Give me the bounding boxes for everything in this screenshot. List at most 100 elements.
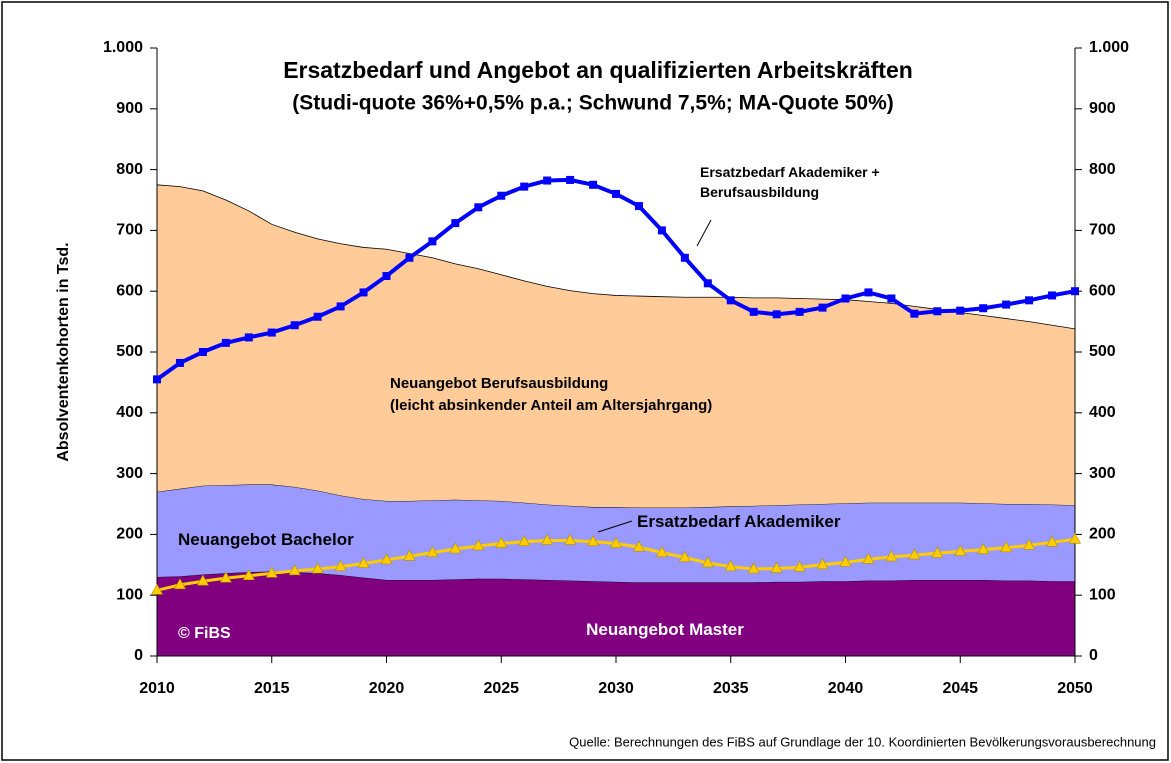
y2-tick-label: 0 bbox=[1089, 647, 1098, 664]
chart-subtitle: (Studi-quote 36%+0,5% p.a.; Schwund 7,5%… bbox=[292, 92, 894, 115]
x-tick-label: 2015 bbox=[254, 680, 290, 697]
marker bbox=[566, 175, 575, 184]
area-edge bbox=[156, 184, 1076, 330]
marker bbox=[311, 562, 324, 574]
y2-tick-label: 100 bbox=[1089, 586, 1116, 603]
marker bbox=[359, 288, 368, 297]
marker bbox=[979, 304, 988, 313]
marker bbox=[336, 302, 345, 311]
stacked-area bbox=[157, 571, 1075, 656]
x-tick-label: 2030 bbox=[598, 680, 634, 697]
y-tick-label: 600 bbox=[116, 282, 143, 299]
marker bbox=[678, 550, 691, 562]
marker bbox=[495, 536, 508, 548]
marker bbox=[587, 535, 600, 546]
y2-tick-label: 300 bbox=[1089, 465, 1116, 482]
marker bbox=[334, 560, 347, 571]
marker bbox=[428, 237, 437, 246]
marker bbox=[1002, 300, 1011, 309]
area-label: Neuangebot Berufsausbildung (leicht absi… bbox=[390, 373, 712, 417]
marker bbox=[382, 272, 391, 280]
marker bbox=[977, 542, 990, 554]
marker bbox=[818, 303, 827, 312]
marker bbox=[864, 288, 873, 297]
marker bbox=[931, 546, 944, 558]
marker bbox=[449, 542, 462, 554]
line-name: Ersatzbedarf Akademiker + Berufsausbildu… bbox=[700, 164, 880, 201]
marker bbox=[609, 536, 623, 548]
marker bbox=[954, 544, 967, 556]
marker bbox=[772, 310, 781, 319]
marker bbox=[1068, 532, 1082, 544]
marker bbox=[933, 307, 942, 316]
marker bbox=[288, 564, 301, 576]
x-tick-label: 2040 bbox=[828, 680, 864, 697]
marker bbox=[196, 574, 209, 586]
marker bbox=[173, 578, 186, 590]
marker bbox=[632, 540, 645, 552]
y-tick-label: 700 bbox=[116, 222, 143, 239]
y2-tick-label: 1.000 bbox=[1089, 39, 1129, 56]
marker bbox=[726, 296, 735, 305]
area-name: Neuangebot Berufsausbildung bbox=[390, 375, 609, 392]
marker bbox=[564, 533, 577, 545]
marker bbox=[724, 560, 737, 571]
y-tick-label: 0 bbox=[134, 647, 143, 664]
y2-tick-label: 800 bbox=[1089, 161, 1116, 178]
marker bbox=[1048, 291, 1057, 300]
pointer-line bbox=[696, 219, 712, 247]
marker bbox=[749, 307, 758, 316]
marker bbox=[541, 533, 554, 545]
marker bbox=[1023, 538, 1036, 550]
marker bbox=[841, 294, 850, 303]
y-tick-label: 400 bbox=[116, 404, 143, 421]
source-note: Quelle: Berechnungen des FiBS auf Grundl… bbox=[569, 734, 1156, 749]
x-tick-label: 2045 bbox=[942, 680, 978, 697]
marker bbox=[701, 556, 714, 568]
marker bbox=[357, 556, 370, 568]
y-tick-label: 500 bbox=[116, 343, 143, 360]
marker bbox=[497, 191, 506, 200]
y-tick-label: 1.000 bbox=[103, 39, 143, 56]
stacked-area bbox=[157, 184, 1075, 508]
x-tick-label: 2020 bbox=[369, 680, 405, 697]
marker bbox=[520, 182, 529, 191]
marker bbox=[153, 375, 161, 384]
marker bbox=[862, 552, 875, 564]
annotation: (leicht absinkender Anteil am Altersjahr… bbox=[390, 396, 713, 414]
x-tick-label: 2025 bbox=[483, 680, 519, 697]
chart-title: Ersatzbedarf und Angebot an qualifiziert… bbox=[283, 57, 913, 83]
marker bbox=[1046, 535, 1059, 547]
marker bbox=[451, 219, 460, 228]
marker bbox=[657, 226, 666, 235]
y2-tick-label: 200 bbox=[1089, 526, 1116, 543]
marker bbox=[910, 309, 919, 318]
marker bbox=[265, 566, 278, 578]
marker bbox=[589, 180, 598, 189]
marker bbox=[150, 583, 164, 595]
marker bbox=[290, 321, 299, 330]
y2-tick-label: 700 bbox=[1089, 222, 1116, 239]
y-tick-label: 300 bbox=[116, 465, 143, 482]
marker bbox=[1025, 296, 1034, 305]
y2-tick-label: 600 bbox=[1089, 282, 1116, 299]
marker bbox=[793, 560, 806, 572]
marker bbox=[747, 562, 760, 574]
y2-tick-label: 900 bbox=[1089, 100, 1116, 117]
marker bbox=[426, 546, 439, 557]
marker bbox=[405, 253, 414, 262]
x-tick-label: 2010 bbox=[139, 680, 175, 697]
y2-tick-label: 500 bbox=[1089, 343, 1116, 360]
y2-tick-label: 400 bbox=[1089, 404, 1116, 421]
marker bbox=[885, 550, 898, 562]
marker bbox=[956, 306, 965, 315]
marker bbox=[887, 294, 896, 303]
y-axis-label: Absolventenkohorten in Tsd. bbox=[55, 242, 72, 461]
x-tick-label: 2050 bbox=[1057, 680, 1093, 697]
marker bbox=[267, 328, 276, 337]
y-tick-label: 100 bbox=[116, 586, 143, 603]
marker bbox=[795, 307, 804, 316]
marker bbox=[680, 253, 689, 262]
marker bbox=[242, 569, 255, 581]
